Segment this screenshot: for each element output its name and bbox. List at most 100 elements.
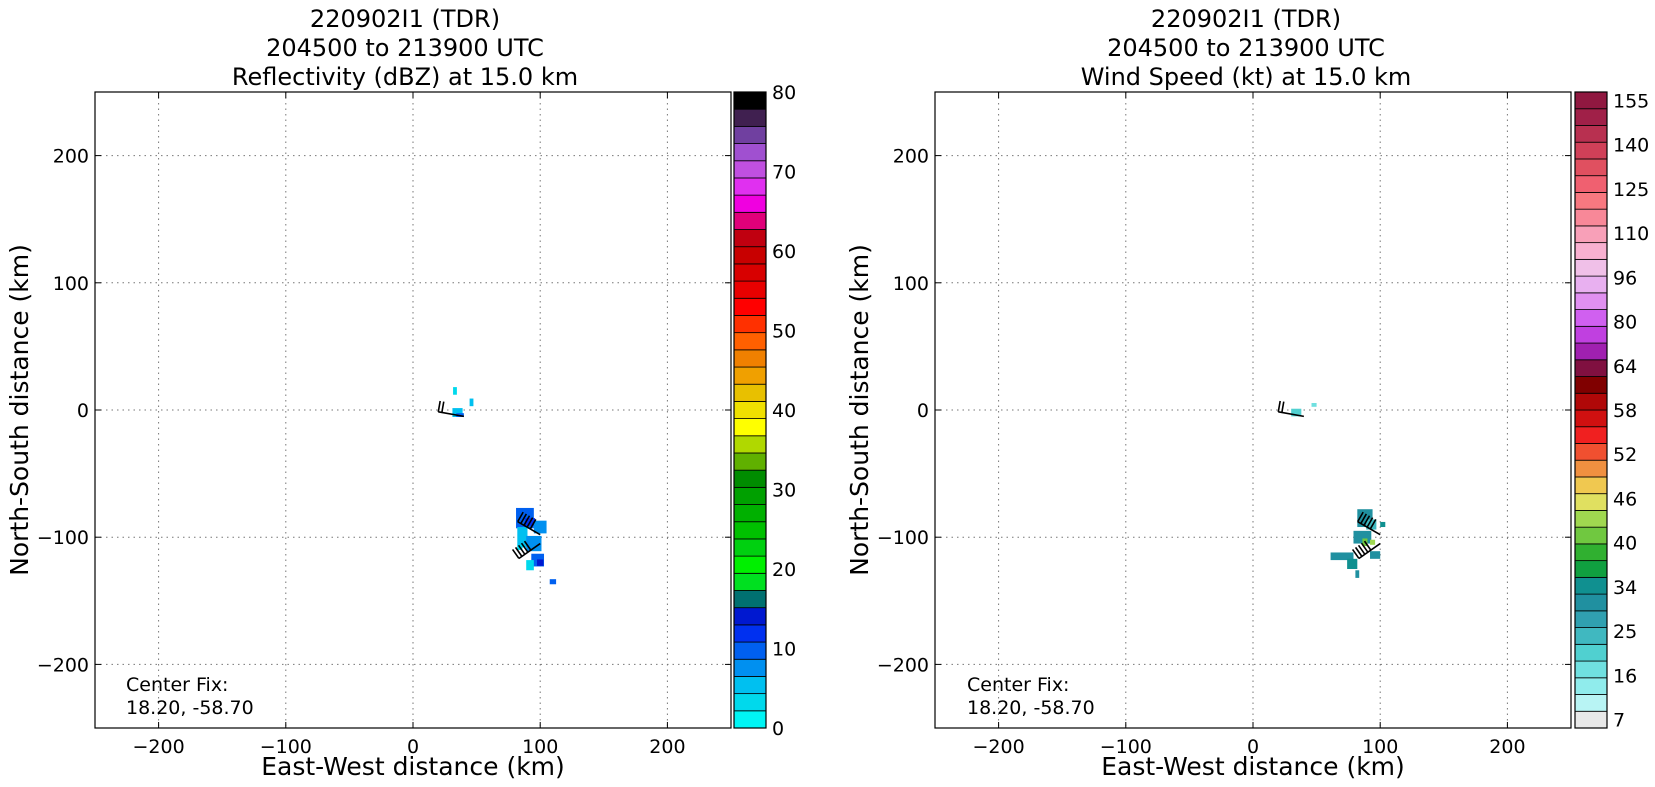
colorbar-segment-32 bbox=[1574, 175, 1608, 193]
colorbar-segment-16 bbox=[1574, 443, 1608, 461]
colorbar-segment-21 bbox=[1574, 359, 1608, 377]
echo-cell-13 bbox=[549, 579, 557, 585]
echo-cell-3 bbox=[1366, 519, 1377, 530]
colorbar-segment-0 bbox=[1574, 710, 1608, 729]
echo-cell-6 bbox=[533, 520, 547, 534]
x-tick-label-0: −200 bbox=[973, 736, 1025, 758]
wind-barb-flag bbox=[523, 515, 531, 526]
wind-speed-title-line-3: Wind Speed (kt) at 15.0 km bbox=[1081, 63, 1412, 91]
colorbar-label-14: 155 bbox=[1613, 90, 1649, 112]
wind-barb-flag bbox=[1351, 549, 1360, 559]
colorbar-segment-37 bbox=[1574, 91, 1608, 110]
colorbar-label-7: 58 bbox=[1613, 400, 1637, 422]
colorbar-segment-17 bbox=[1574, 426, 1608, 444]
colorbar-segment-2 bbox=[733, 676, 767, 695]
wind-barb-staff bbox=[1358, 542, 1381, 560]
colorbar-segment-24 bbox=[1574, 309, 1608, 327]
x-tick-label-2: 0 bbox=[407, 736, 419, 758]
wind-barb-flag bbox=[1354, 546, 1363, 557]
colorbar-label-5: 46 bbox=[1613, 488, 1637, 510]
colorbar-segment-14 bbox=[1574, 476, 1608, 495]
reflectivity-title-line-1: 220902I1 (TDR) bbox=[310, 5, 500, 33]
colorbar-label-7: 70 bbox=[772, 162, 796, 184]
y-tick-label-1: −100 bbox=[37, 527, 89, 549]
wind-speed-x-axis-label: East-West distance (km) bbox=[1101, 752, 1405, 781]
colorbar-segment-26 bbox=[733, 263, 767, 282]
wind-barb-flag bbox=[1366, 517, 1374, 528]
colorbar-segment-25 bbox=[733, 280, 767, 299]
colorbar-segment-6 bbox=[733, 607, 767, 626]
colorbar-segment-3 bbox=[733, 658, 767, 677]
echo-cell-0 bbox=[452, 408, 463, 417]
colorbar-label-3: 34 bbox=[1613, 577, 1637, 599]
y-tick-label-4: 200 bbox=[53, 146, 89, 168]
colorbar-segment-4 bbox=[733, 641, 767, 660]
colorbar-label-0: 0 bbox=[772, 718, 784, 740]
colorbar-segment-7 bbox=[1574, 593, 1608, 612]
colorbar-label-6: 52 bbox=[1613, 444, 1637, 466]
wind-speed-center-fix-label: Center Fix: bbox=[967, 674, 1069, 696]
colorbar-segment-27 bbox=[733, 246, 767, 265]
wind-speed-ticks: −200 −100 0 100 200 −200 −100 0 100 200 bbox=[877, 92, 1571, 758]
colorbar-segment-20 bbox=[1574, 376, 1608, 394]
echo-cell-3 bbox=[469, 398, 474, 407]
y-tick-label-3: 100 bbox=[893, 273, 929, 295]
wind-barb-flag bbox=[514, 546, 523, 557]
wind-barb-2 bbox=[1351, 540, 1381, 560]
colorbar-segment-5 bbox=[1574, 627, 1608, 645]
colorbar-segment-19 bbox=[733, 383, 767, 402]
colorbar-segment-10 bbox=[733, 538, 767, 557]
reflectivity-center-fix-value: 18.20, -58.70 bbox=[126, 697, 254, 719]
colorbar-segment-29 bbox=[1574, 225, 1608, 244]
reflectivity-gridlines bbox=[95, 92, 731, 728]
colorbar-segment-9 bbox=[733, 555, 767, 574]
colorbar-segment-22 bbox=[1574, 342, 1608, 361]
y-tick-label-1: −100 bbox=[877, 527, 929, 549]
wind-barb-flag bbox=[1360, 542, 1369, 553]
colorbar-segment-12 bbox=[1574, 510, 1608, 528]
colorbar-label-1: 10 bbox=[772, 639, 796, 661]
colorbar-segment-10 bbox=[1574, 543, 1608, 562]
colorbar-segment-25 bbox=[1574, 292, 1608, 310]
wind-barb-flag bbox=[520, 513, 528, 524]
colorbar-segment-32 bbox=[733, 160, 767, 179]
colorbar-segment-6 bbox=[1574, 610, 1608, 628]
colorbar-segment-33 bbox=[1574, 158, 1608, 177]
wind-speed-colorbar: 7 16 25 34 40 46 52 58 64 80 96 110 125 140 155 bbox=[1574, 90, 1649, 732]
colorbar-segment-33 bbox=[733, 143, 767, 162]
reflectivity-axes-frame bbox=[94, 91, 732, 729]
echo-cell-11 bbox=[1380, 521, 1386, 528]
wind-barb-staff bbox=[1278, 411, 1305, 418]
wind-speed-y-axis-label: North-South distance (km) bbox=[845, 244, 874, 576]
x-tick-label-4: 200 bbox=[649, 736, 685, 758]
reflectivity-plot-area: −200 −100 0 100 200 −200 −100 0 100 200 bbox=[37, 91, 732, 758]
wind-barb-flag bbox=[1277, 400, 1281, 412]
colorbar-label-4: 40 bbox=[772, 400, 796, 422]
wind-barb-2 bbox=[511, 540, 541, 560]
echo-cell-9 bbox=[1355, 570, 1360, 578]
x-tick-label-1: −100 bbox=[1100, 736, 1152, 758]
wind-barb-flag bbox=[526, 517, 534, 528]
wind-barb-staff bbox=[438, 411, 465, 418]
wind-barb-flag bbox=[511, 549, 520, 559]
wind-barb-flag bbox=[1360, 513, 1368, 524]
reflectivity-x-axis-label: East-West distance (km) bbox=[261, 752, 565, 781]
x-tick-label-4: 200 bbox=[1489, 736, 1525, 758]
colorbar-segment-34 bbox=[1574, 141, 1608, 160]
reflectivity-colorbar: 0 10 20 30 40 50 60 70 80 bbox=[733, 82, 796, 740]
colorbar-segment-23 bbox=[1574, 325, 1608, 344]
colorbar-segment-1 bbox=[1574, 694, 1608, 712]
colorbar-segment-15 bbox=[733, 452, 767, 471]
colorbar-segment-5 bbox=[733, 624, 767, 643]
colorbar-segment-7 bbox=[733, 590, 767, 609]
y-tick-label-2: 0 bbox=[917, 400, 929, 422]
colorbar-segment-20 bbox=[733, 366, 767, 385]
colorbar-label-3: 30 bbox=[772, 480, 796, 502]
x-tick-label-3: 100 bbox=[522, 736, 558, 758]
wind-speed-wind-barbs bbox=[1277, 400, 1381, 560]
echo-cell-7 bbox=[517, 527, 528, 548]
y-tick-label-0: −200 bbox=[877, 654, 929, 676]
colorbar-segment-8 bbox=[733, 572, 767, 591]
colorbar-segment-8 bbox=[1574, 576, 1608, 595]
